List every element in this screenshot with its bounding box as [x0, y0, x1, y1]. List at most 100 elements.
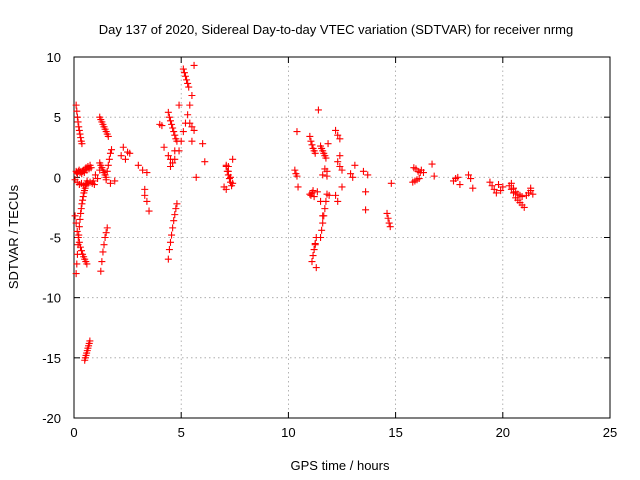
data-point	[75, 126, 83, 134]
data-point	[121, 155, 129, 163]
data-point	[141, 191, 149, 199]
data-point	[385, 219, 393, 227]
data-point	[169, 159, 177, 167]
chart-title: Day 137 of 2020, Sidereal Day-to-day VTE…	[99, 22, 573, 37]
data-point	[102, 176, 110, 184]
data-point	[486, 178, 494, 186]
data-point	[104, 161, 112, 169]
y-tick-label: 5	[54, 110, 61, 125]
data-point	[314, 106, 322, 114]
data-point	[76, 243, 84, 251]
data-point	[225, 175, 233, 183]
data-point	[317, 234, 325, 241]
x-tick-label: 25	[603, 425, 617, 440]
data-point	[179, 65, 187, 73]
data-point	[313, 188, 321, 196]
data-point	[165, 246, 173, 254]
data-point	[164, 108, 172, 116]
data-point	[74, 234, 82, 241]
y-tick-labels: -20 -15 -10 -5 0 5 10	[42, 50, 61, 426]
data-point	[294, 183, 302, 191]
data-point	[332, 126, 340, 134]
data-point	[497, 187, 505, 195]
data-point	[171, 155, 179, 163]
data-point	[76, 215, 84, 223]
data-point	[79, 196, 87, 204]
data-point	[74, 118, 82, 126]
data-point	[186, 101, 194, 109]
y-tick-label: -15	[42, 351, 61, 366]
data-point	[168, 231, 176, 239]
data-point	[229, 155, 237, 163]
data-point	[75, 223, 83, 231]
data-point	[309, 252, 317, 260]
data-point	[334, 131, 342, 139]
data-point	[454, 173, 462, 181]
data-point	[488, 182, 496, 190]
data-point	[291, 166, 299, 174]
data-point	[362, 206, 370, 214]
data-point	[347, 170, 355, 178]
data-point	[78, 247, 86, 255]
data-point	[190, 61, 198, 69]
data-point	[319, 212, 327, 220]
data-point	[308, 258, 316, 266]
data-point	[309, 187, 317, 195]
data-point	[104, 132, 112, 140]
data-point	[73, 113, 81, 121]
y-axis-label: SDTVAR / TECUs	[6, 184, 21, 289]
data-point	[293, 172, 301, 180]
data-point	[78, 140, 86, 148]
data-point	[173, 200, 181, 208]
x-tick-label: 0	[70, 425, 77, 440]
data-point	[312, 264, 320, 272]
data-point	[73, 260, 81, 268]
data-point	[332, 191, 340, 199]
data-point	[185, 83, 193, 91]
data-point	[89, 177, 97, 185]
data-point	[311, 149, 319, 157]
y-tick-label: 10	[47, 50, 61, 65]
data-point	[164, 152, 172, 160]
data-point	[310, 246, 318, 254]
data-point	[428, 160, 436, 168]
data-point	[72, 101, 80, 109]
data-point	[351, 161, 359, 169]
data-point	[306, 132, 314, 140]
x-tick-label: 5	[178, 425, 185, 440]
data-point	[143, 169, 151, 177]
data-point	[164, 255, 172, 263]
data-point	[495, 181, 503, 189]
data-point	[170, 128, 178, 136]
data-point	[387, 179, 395, 187]
data-point	[336, 135, 344, 143]
data-point	[165, 113, 173, 121]
data-point	[469, 184, 477, 192]
data-point	[76, 130, 84, 138]
data-point	[172, 205, 180, 213]
data-point	[319, 219, 327, 227]
data-point	[510, 184, 518, 192]
data-point	[308, 141, 316, 149]
data-point	[98, 258, 106, 266]
data-point	[307, 137, 315, 145]
data-point	[86, 337, 94, 345]
data-point	[310, 193, 318, 201]
data-point	[456, 181, 464, 189]
x-tick-label: 20	[496, 425, 510, 440]
data-point	[103, 224, 111, 232]
data-point	[97, 267, 105, 275]
data-point	[158, 122, 166, 130]
data-point	[78, 200, 86, 208]
data-point	[83, 260, 91, 268]
data-points	[71, 61, 537, 364]
data-point	[106, 149, 114, 157]
data-point	[224, 163, 232, 171]
x-tick-label: 15	[388, 425, 402, 440]
data-point	[179, 128, 187, 136]
data-point	[527, 184, 535, 192]
data-point	[169, 124, 177, 132]
data-point	[490, 185, 498, 193]
data-point	[323, 172, 331, 180]
data-point	[126, 149, 134, 157]
